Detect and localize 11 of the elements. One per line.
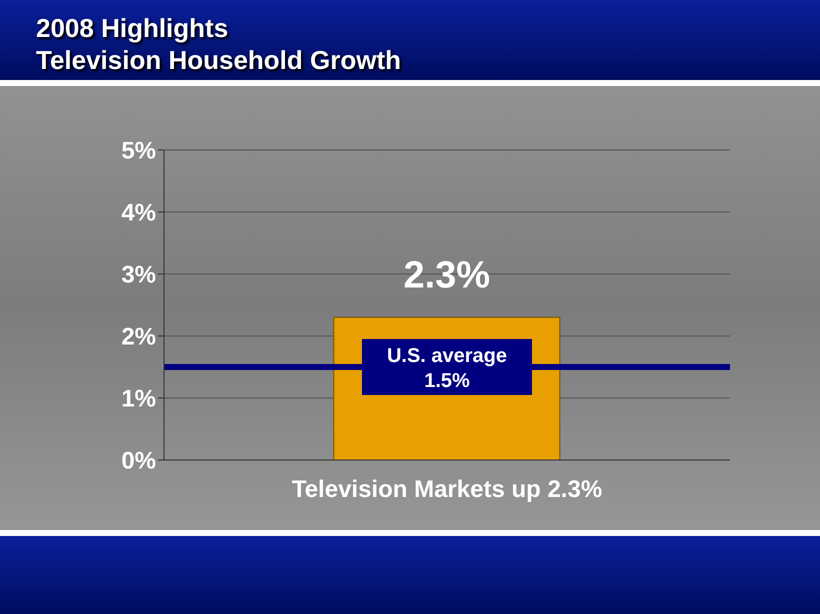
chart-subtitle: Television Household Growth: [36, 44, 402, 76]
data-label: 2.3%: [403, 254, 490, 296]
y-tick-label: 4%: [121, 200, 156, 227]
chart-title: 2008 Highlights: [36, 12, 230, 44]
y-tick-label: 1%: [121, 386, 156, 413]
y-tick-label: 0%: [121, 448, 156, 475]
y-tick-label: 3%: [121, 262, 156, 289]
x-tick-label: Television Markets up 2.3%: [292, 476, 602, 504]
y-tick-label: 5%: [121, 138, 156, 165]
ref-line-label: U.S. average 1.5%: [386, 345, 508, 392]
y-tick-label: 2%: [121, 324, 156, 351]
